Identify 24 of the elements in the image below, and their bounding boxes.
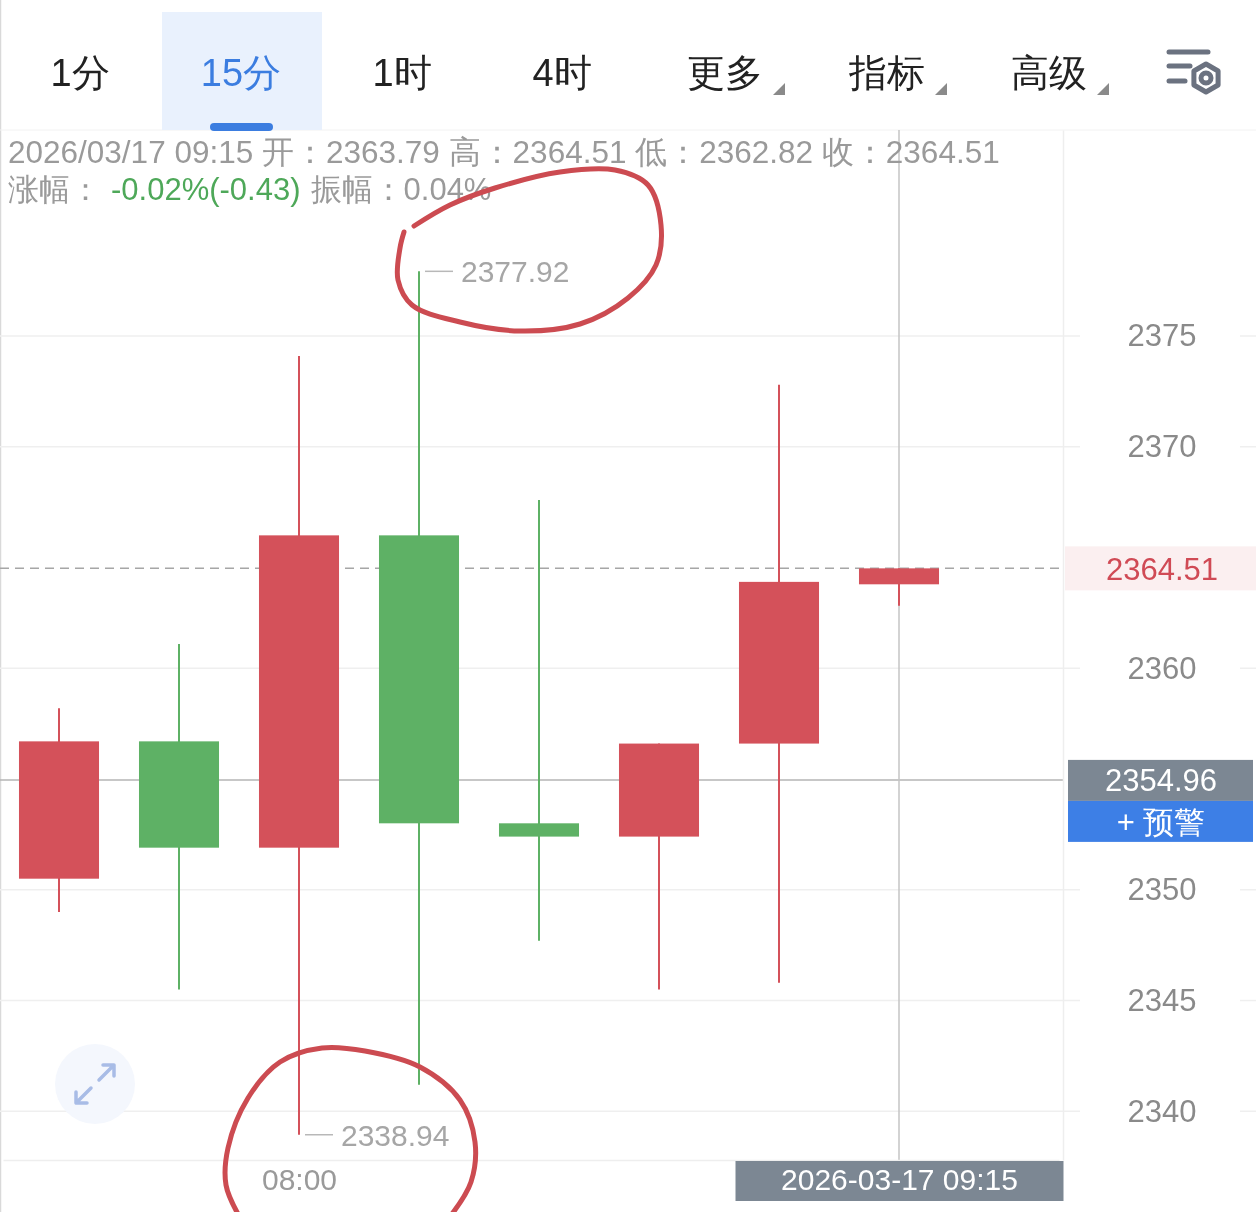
annotation: 2338.94	[341, 1118, 450, 1152]
y-tick-label: 2375	[1127, 318, 1197, 354]
text: 1分	[50, 51, 110, 94]
y-tick-label: 2370	[1127, 429, 1197, 465]
y-tick-label: 2340	[1127, 1093, 1197, 1129]
y-tick-label: 2350	[1127, 872, 1197, 908]
ref-line-label: 2364.51	[1105, 551, 1219, 587]
candlestick	[498, 498, 580, 942]
text: + 预警	[1116, 805, 1206, 841]
text: 1时	[372, 51, 432, 94]
text: 更多	[687, 51, 763, 94]
text: 4时	[532, 51, 592, 94]
chart-title: 2026/03/17 09:15 开：2363.79 高：2364.51 低：2362.82 收：2364.51	[8, 134, 1000, 171]
ref-line-label: 2354.96	[1104, 763, 1218, 799]
text: 高级	[1011, 51, 1087, 94]
annotation: 涨幅：	[8, 172, 101, 208]
text: 15分	[200, 51, 282, 94]
annotation: 2377.92	[461, 255, 570, 289]
x-tick-label: 2026-03-17 09:15	[781, 1163, 1018, 1197]
annotation: -0.02%(-0.43)	[111, 172, 301, 208]
y-tick-label: 2360	[1127, 650, 1197, 686]
x-tick-label: 08:00	[261, 1163, 338, 1197]
text: 指标	[848, 51, 925, 94]
y-tick-label: 2345	[1127, 982, 1197, 1018]
